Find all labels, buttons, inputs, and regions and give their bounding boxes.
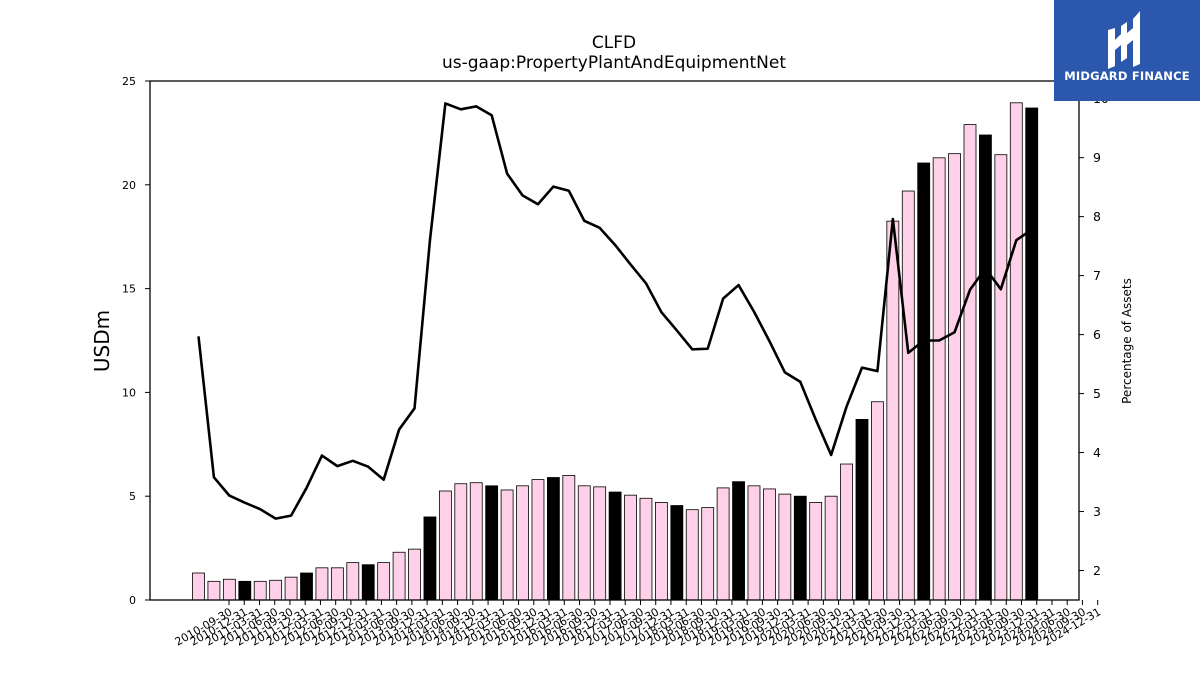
bar	[732, 481, 745, 601]
y-tick-label: 20	[122, 179, 136, 192]
bar	[639, 497, 653, 601]
bar	[238, 580, 252, 601]
y-tick-label: 25	[122, 75, 136, 88]
midgard-logo-icon	[1108, 11, 1140, 69]
y2-tick-label: 4	[1093, 445, 1101, 460]
bar	[855, 418, 869, 601]
bar	[469, 482, 483, 601]
bar	[608, 491, 622, 601]
bar	[655, 502, 668, 601]
percentage-line	[197, 102, 1033, 520]
bar	[392, 551, 406, 601]
y2-tick-label: 2	[1093, 563, 1101, 578]
bar	[577, 485, 591, 601]
y2-tick-label: 7	[1093, 268, 1101, 283]
bar	[701, 507, 715, 601]
bar	[423, 516, 437, 601]
bar	[1025, 107, 1039, 601]
bar	[562, 475, 576, 601]
bar	[500, 489, 514, 601]
bar	[438, 490, 452, 601]
logo-text: MIDGARD FINANCE	[1064, 69, 1190, 83]
bar	[284, 576, 298, 601]
bar	[917, 162, 931, 601]
bar	[300, 572, 313, 601]
left-axis: 0 5 10 15 20 25	[122, 75, 150, 607]
bar	[670, 505, 684, 601]
y-tick-label: 15	[122, 283, 136, 296]
chart-subtitle: us-gaap:PropertyPlantAndEquipmentNet	[442, 53, 786, 73]
bar	[346, 562, 360, 601]
bar	[778, 493, 792, 601]
bar	[269, 579, 283, 601]
bar	[253, 580, 267, 601]
bar	[531, 479, 545, 601]
bar	[763, 488, 776, 601]
bar	[716, 487, 730, 601]
bar	[901, 190, 915, 601]
brand-logo: MIDGARD FINANCE	[1054, 0, 1200, 101]
bar	[747, 485, 761, 601]
bar	[871, 401, 884, 601]
bar	[624, 494, 637, 601]
bar	[809, 502, 823, 601]
bar	[979, 134, 992, 601]
bar	[546, 477, 560, 601]
bar	[1009, 102, 1023, 601]
line-series	[197, 102, 1033, 520]
bar	[840, 463, 853, 601]
y2-axis-label: Percentage of Assets	[1120, 278, 1134, 404]
bar	[994, 154, 1008, 601]
y2-tick-label: 9	[1093, 150, 1101, 165]
y-axis-label: USDm	[90, 310, 114, 372]
y-tick-label: 10	[122, 386, 136, 399]
bar	[315, 567, 329, 601]
bar	[361, 564, 375, 601]
bar	[222, 578, 236, 601]
bar	[824, 495, 838, 601]
plot-frame	[149, 80, 1080, 601]
bar	[593, 486, 607, 601]
y-tick-label: 0	[129, 594, 136, 607]
bar	[330, 567, 344, 601]
bar	[948, 153, 961, 601]
bar	[932, 157, 946, 601]
bar	[963, 124, 977, 601]
y2-tick-label: 3	[1093, 504, 1101, 519]
y2-tick-label: 6	[1093, 327, 1101, 342]
chart-title: CLFD	[592, 33, 636, 53]
y2-tick-label: 5	[1093, 386, 1101, 401]
y-tick-label: 5	[129, 490, 136, 503]
right-axis: 2345678910	[1079, 91, 1109, 578]
bar	[886, 220, 900, 601]
bar	[485, 485, 499, 601]
bar	[454, 483, 468, 601]
x-axis: 2010-09-302010-12-312011-03-312011-06-30…	[173, 600, 1103, 649]
y2-tick-label: 8	[1093, 209, 1101, 224]
bar	[207, 580, 221, 601]
bar	[192, 572, 205, 601]
bar	[685, 509, 699, 601]
bar	[377, 562, 391, 601]
bar	[516, 485, 529, 601]
bar	[793, 495, 807, 601]
bar	[408, 548, 421, 601]
